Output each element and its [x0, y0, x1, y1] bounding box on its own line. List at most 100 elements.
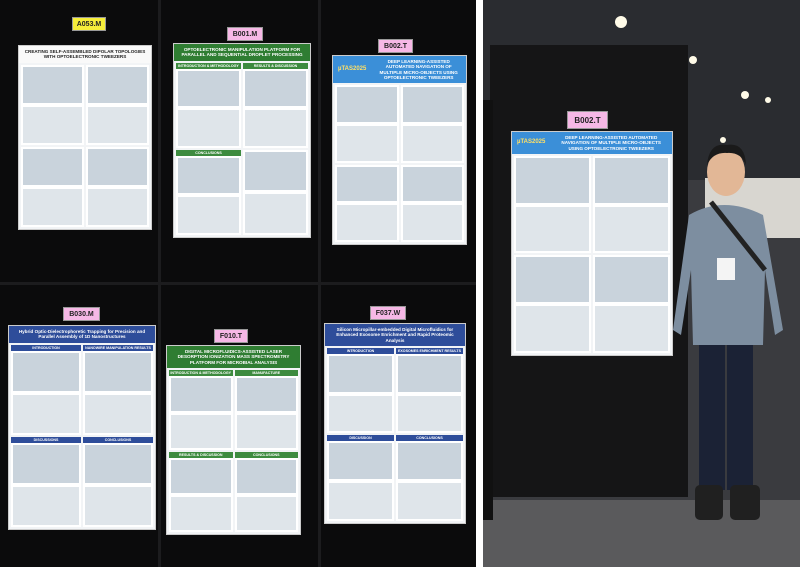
- poster-body: [333, 83, 466, 244]
- figure: [13, 394, 79, 433]
- poster-panel: [86, 146, 149, 227]
- poster-panel: RESULTS & DISCUSSION: [243, 62, 308, 148]
- figure: [88, 106, 147, 143]
- section-heading: INTRODUCTION & METHODOLOGY: [176, 62, 241, 69]
- poster-title: CREATING SELF-ASSEMBLED DIPOLAR TOPOLOGI…: [24, 49, 146, 60]
- board-label: B001.M: [227, 27, 263, 41]
- figure: [178, 197, 239, 233]
- poster-panel: RESULTS & DISCUSSION: [169, 451, 233, 532]
- figure: [402, 166, 462, 202]
- figure: [337, 125, 397, 161]
- figure: [245, 70, 306, 107]
- board-edge: [483, 100, 493, 520]
- figure: [236, 459, 296, 493]
- poster-panel: [243, 149, 308, 235]
- figure: [236, 377, 296, 411]
- board-seam: [318, 0, 321, 567]
- poster-header: µTAS2025 DEEP LEARNING-ASSISTED AUTOMATED…: [333, 56, 466, 84]
- figure: [236, 496, 296, 531]
- poster-body: INTRODUCTION NANOWIRE MANIPULATION RESULT…: [9, 343, 155, 529]
- section-heading: CONCLUSIONS: [83, 436, 153, 443]
- bag-strap: [709, 200, 767, 272]
- poster: DIGITAL MICROFLUIDICS-ASSISTED LASER DES…: [166, 345, 301, 535]
- figure: [171, 377, 231, 411]
- section-heading: CONCLUSIONS: [396, 435, 463, 442]
- poster-body: INTRODUCTION & METHODOLOGY MANUFACTURE RES…: [167, 368, 300, 534]
- figure: [23, 66, 82, 103]
- board-label: A053.M: [72, 17, 106, 31]
- poster-title: Hybrid Optic-Dielectrophoretic Trapping …: [18, 329, 146, 340]
- figure: [337, 87, 397, 122]
- poster-panel: [593, 155, 670, 254]
- figure: [88, 148, 147, 185]
- poster-body: [512, 154, 672, 355]
- section-heading: MANUFACTURE: [234, 369, 298, 376]
- figure: [245, 151, 306, 191]
- poster-body: INTRODUCTION EXOSOMES ENRICHMENT RESULTS D…: [325, 346, 465, 523]
- figure: [516, 157, 589, 203]
- poster-panel: CONCLUSIONS: [83, 436, 153, 527]
- figure: [516, 306, 589, 352]
- figure: [23, 148, 82, 185]
- poster-panel: CONCLUSIONS: [396, 435, 463, 521]
- board-seam: [158, 0, 161, 567]
- poster-panel: [21, 146, 84, 227]
- poster: Silicon Micropillar-embedded Digital Mic…: [324, 323, 466, 524]
- figure: [171, 414, 231, 448]
- poster: Hybrid Optic-Dielectrophoretic Trapping …: [8, 325, 156, 530]
- section-heading: NANOWIRE MANIPULATION RESULTS: [83, 344, 153, 351]
- shoe: [695, 485, 723, 520]
- board-label: B002.T: [567, 111, 608, 129]
- poster-panel: [400, 85, 464, 163]
- light: [615, 16, 627, 28]
- section-heading: CONCLUSIONS: [176, 149, 241, 156]
- figure: [402, 205, 462, 240]
- poster-header: CREATING SELF-ASSEMBLED DIPOLAR TOPOLOGI…: [19, 46, 151, 63]
- figure: [329, 395, 392, 432]
- board-label: B002.T: [378, 39, 413, 53]
- figure: [245, 194, 306, 233]
- poster-panel: [400, 164, 464, 242]
- poster-title: OPTOELECTRONIC MANIPULATION PLATFORM FOR…: [181, 47, 303, 58]
- poster-panel: DISCUSSION: [327, 435, 394, 521]
- figure: [85, 486, 151, 525]
- figure: [516, 257, 589, 303]
- poster-panel: DISCUSSIONS: [11, 436, 81, 527]
- section-heading: RESULTS & DISCUSSION: [169, 451, 233, 458]
- logo: µTAS2025: [338, 66, 367, 73]
- figure: [329, 355, 392, 392]
- figure: [13, 352, 79, 391]
- board-label: B030.M: [63, 307, 100, 321]
- poster: µTAS2025 DEEP LEARNING-ASSISTED AUTOMATED…: [511, 131, 673, 356]
- figure: [236, 414, 296, 448]
- poster-panel: CONCLUSIONS: [234, 451, 298, 532]
- logo: µTAS2025: [517, 139, 546, 146]
- poster-title: Silicon Micropillar-embedded Digital Mic…: [336, 327, 454, 343]
- figure: [402, 87, 462, 122]
- figure: [88, 66, 147, 103]
- poster: CREATING SELF-ASSEMBLED DIPOLAR TOPOLOGI…: [18, 45, 152, 230]
- poster-header: Hybrid Optic-Dielectrophoretic Trapping …: [9, 326, 155, 343]
- poster-panel: INTRODUCTION: [11, 344, 81, 435]
- poster-body: [19, 63, 151, 229]
- figure: [329, 483, 392, 520]
- hair: [707, 144, 746, 165]
- poster-title: DEEP LEARNING-ASSISTED AUTOMATED NAVIGAT…: [561, 135, 661, 151]
- poster-panel: INTRODUCTION & METHODOLOGY: [176, 62, 241, 148]
- person: [673, 144, 783, 520]
- poster-panel: INTRODUCTION & METHODOLOGY: [169, 369, 233, 450]
- figure: [595, 306, 668, 352]
- figure: [595, 206, 668, 252]
- figure: [398, 483, 461, 520]
- divider: [476, 0, 483, 567]
- light: [720, 137, 726, 143]
- section-heading: DISCUSSION: [327, 435, 394, 442]
- face: [707, 148, 745, 196]
- leg: [699, 330, 725, 490]
- poster: µTAS2025 DEEP LEARNING-ASSISTED AUTOMATED…: [332, 55, 467, 245]
- poster-body: INTRODUCTION & METHODOLOGY RESULTS & DISC…: [174, 61, 310, 237]
- figure: [595, 257, 668, 303]
- section-heading: CONCLUSIONS: [234, 451, 298, 458]
- poster-panel: NANOWIRE MANIPULATION RESULTS: [83, 344, 153, 435]
- poster-header: µTAS2025 DEEP LEARNING-ASSISTED AUTOMATED…: [512, 132, 672, 154]
